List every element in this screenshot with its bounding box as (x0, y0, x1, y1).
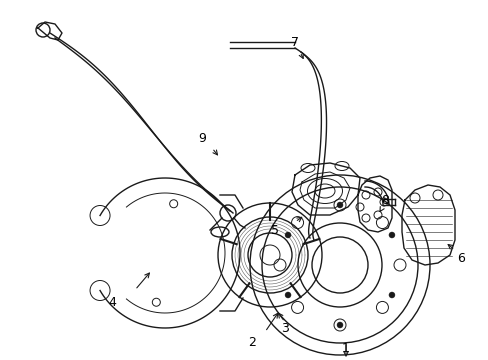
Text: 9: 9 (198, 131, 205, 144)
Circle shape (336, 322, 342, 328)
Text: 2: 2 (247, 336, 255, 348)
Text: 4: 4 (108, 296, 116, 309)
Text: 5: 5 (270, 224, 279, 237)
Text: 1: 1 (342, 342, 349, 355)
Text: 3: 3 (281, 321, 288, 334)
Text: 8: 8 (380, 194, 388, 207)
Circle shape (285, 232, 290, 238)
Circle shape (285, 292, 290, 298)
Circle shape (336, 202, 342, 208)
Text: 7: 7 (290, 36, 298, 49)
Text: 6: 6 (456, 252, 464, 265)
Circle shape (388, 232, 394, 238)
Circle shape (388, 292, 394, 298)
